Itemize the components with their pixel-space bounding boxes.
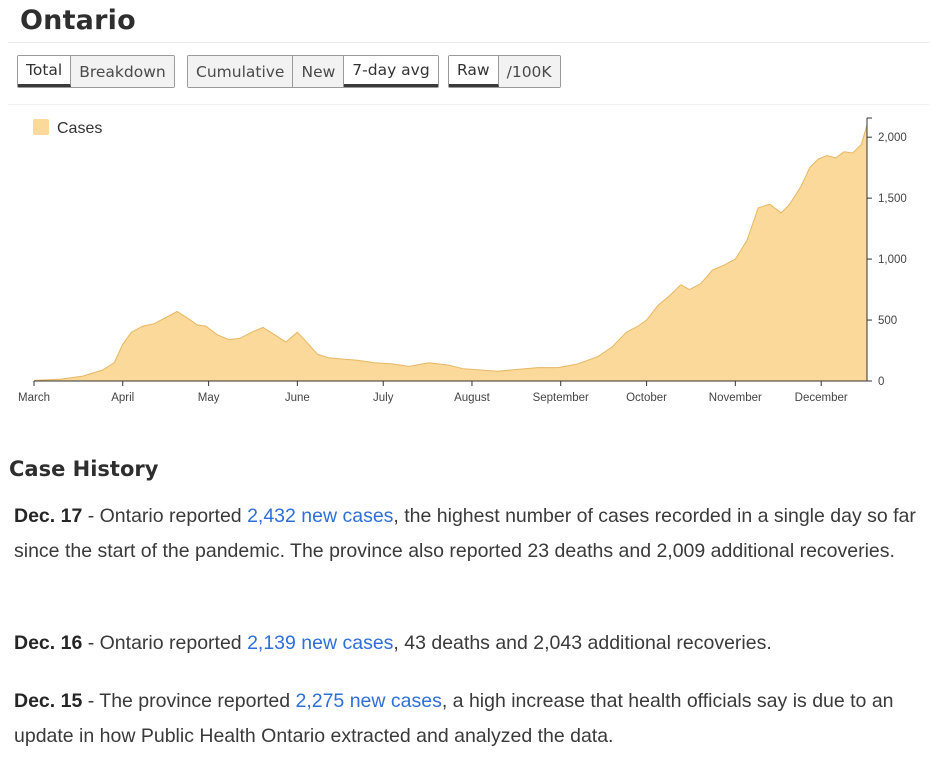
y-tick-label: 0 — [878, 376, 884, 388]
entry-text-pre: - Ontario reported — [82, 505, 248, 527]
seven-day-avg-button[interactable]: 7-day avg — [344, 56, 438, 87]
x-tick-label: May — [198, 392, 220, 404]
plot-area: March April May June July August September Octo… — [18, 117, 907, 404]
x-tick-label: December — [795, 392, 848, 404]
entry-text-pre: - The province reported — [82, 690, 296, 712]
new-button[interactable]: New — [293, 56, 345, 87]
new-cases-link[interactable]: 2,275 new cases — [295, 690, 442, 712]
x-tick-label: June — [285, 392, 310, 404]
page-title: Ontario — [20, 5, 136, 36]
entry-text-post: , 43 deaths and 2,043 additional recover… — [393, 632, 772, 654]
cases-line — [33, 124, 868, 381]
raw-button[interactable]: Raw — [449, 56, 499, 87]
cases-chart: Cases March April May June July August Septemb… — [18, 117, 907, 404]
x-tick-label: August — [454, 392, 491, 404]
entry-date: Dec. 15 — [14, 690, 83, 712]
case-history-title: Case History — [9, 457, 159, 481]
new-cases-link[interactable]: 2,432 new cases — [247, 505, 394, 527]
x-tick-label: September — [533, 392, 589, 404]
history-entry: Dec. 15 - The province reported 2,275 ne… — [14, 684, 919, 754]
x-tick-label: October — [626, 392, 667, 404]
entry-date: Dec. 17 — [14, 505, 83, 527]
legend-swatch-cases — [33, 119, 49, 135]
header-divider — [8, 42, 929, 43]
view-toggle-group: Total Breakdown — [17, 55, 175, 88]
new-cases-link[interactable]: 2,139 new cases — [247, 632, 394, 654]
total-button[interactable]: Total — [18, 56, 72, 87]
x-tick-label: November — [709, 392, 762, 404]
cumulative-button[interactable]: Cumulative — [188, 56, 294, 87]
per-100k-button[interactable]: /100K — [498, 56, 560, 87]
metric-toggle-group: Cumulative New 7-day avg — [187, 55, 439, 88]
y-tick-label: 1,000 — [878, 254, 907, 266]
entry-text-post: , the highest number of cases recorded i… — [14, 505, 916, 562]
y-tick-label: 500 — [878, 315, 897, 327]
cases-area — [34, 125, 867, 381]
scale-toggle-group: Raw /100K — [448, 55, 561, 88]
entry-text-pre: - Ontario reported — [82, 632, 248, 654]
y-tick-label: 1,500 — [878, 193, 907, 205]
entry-date: Dec. 16 — [14, 632, 83, 654]
history-entry: Dec. 17 - Ontario reported 2,432 new cas… — [14, 499, 919, 569]
entry-text-post: , a high increase that health officials … — [14, 690, 894, 747]
x-tick-label: March — [18, 392, 50, 404]
breakdown-button[interactable]: Breakdown — [71, 56, 174, 87]
history-entry: Dec. 16 - Ontario reported 2,139 new cas… — [14, 626, 919, 661]
controls-divider — [8, 104, 929, 105]
x-tick-label: July — [373, 392, 394, 404]
legend-label-cases: Cases — [57, 120, 102, 137]
y-tick-label: 2,000 — [878, 132, 907, 144]
x-tick-label: April — [111, 392, 134, 404]
